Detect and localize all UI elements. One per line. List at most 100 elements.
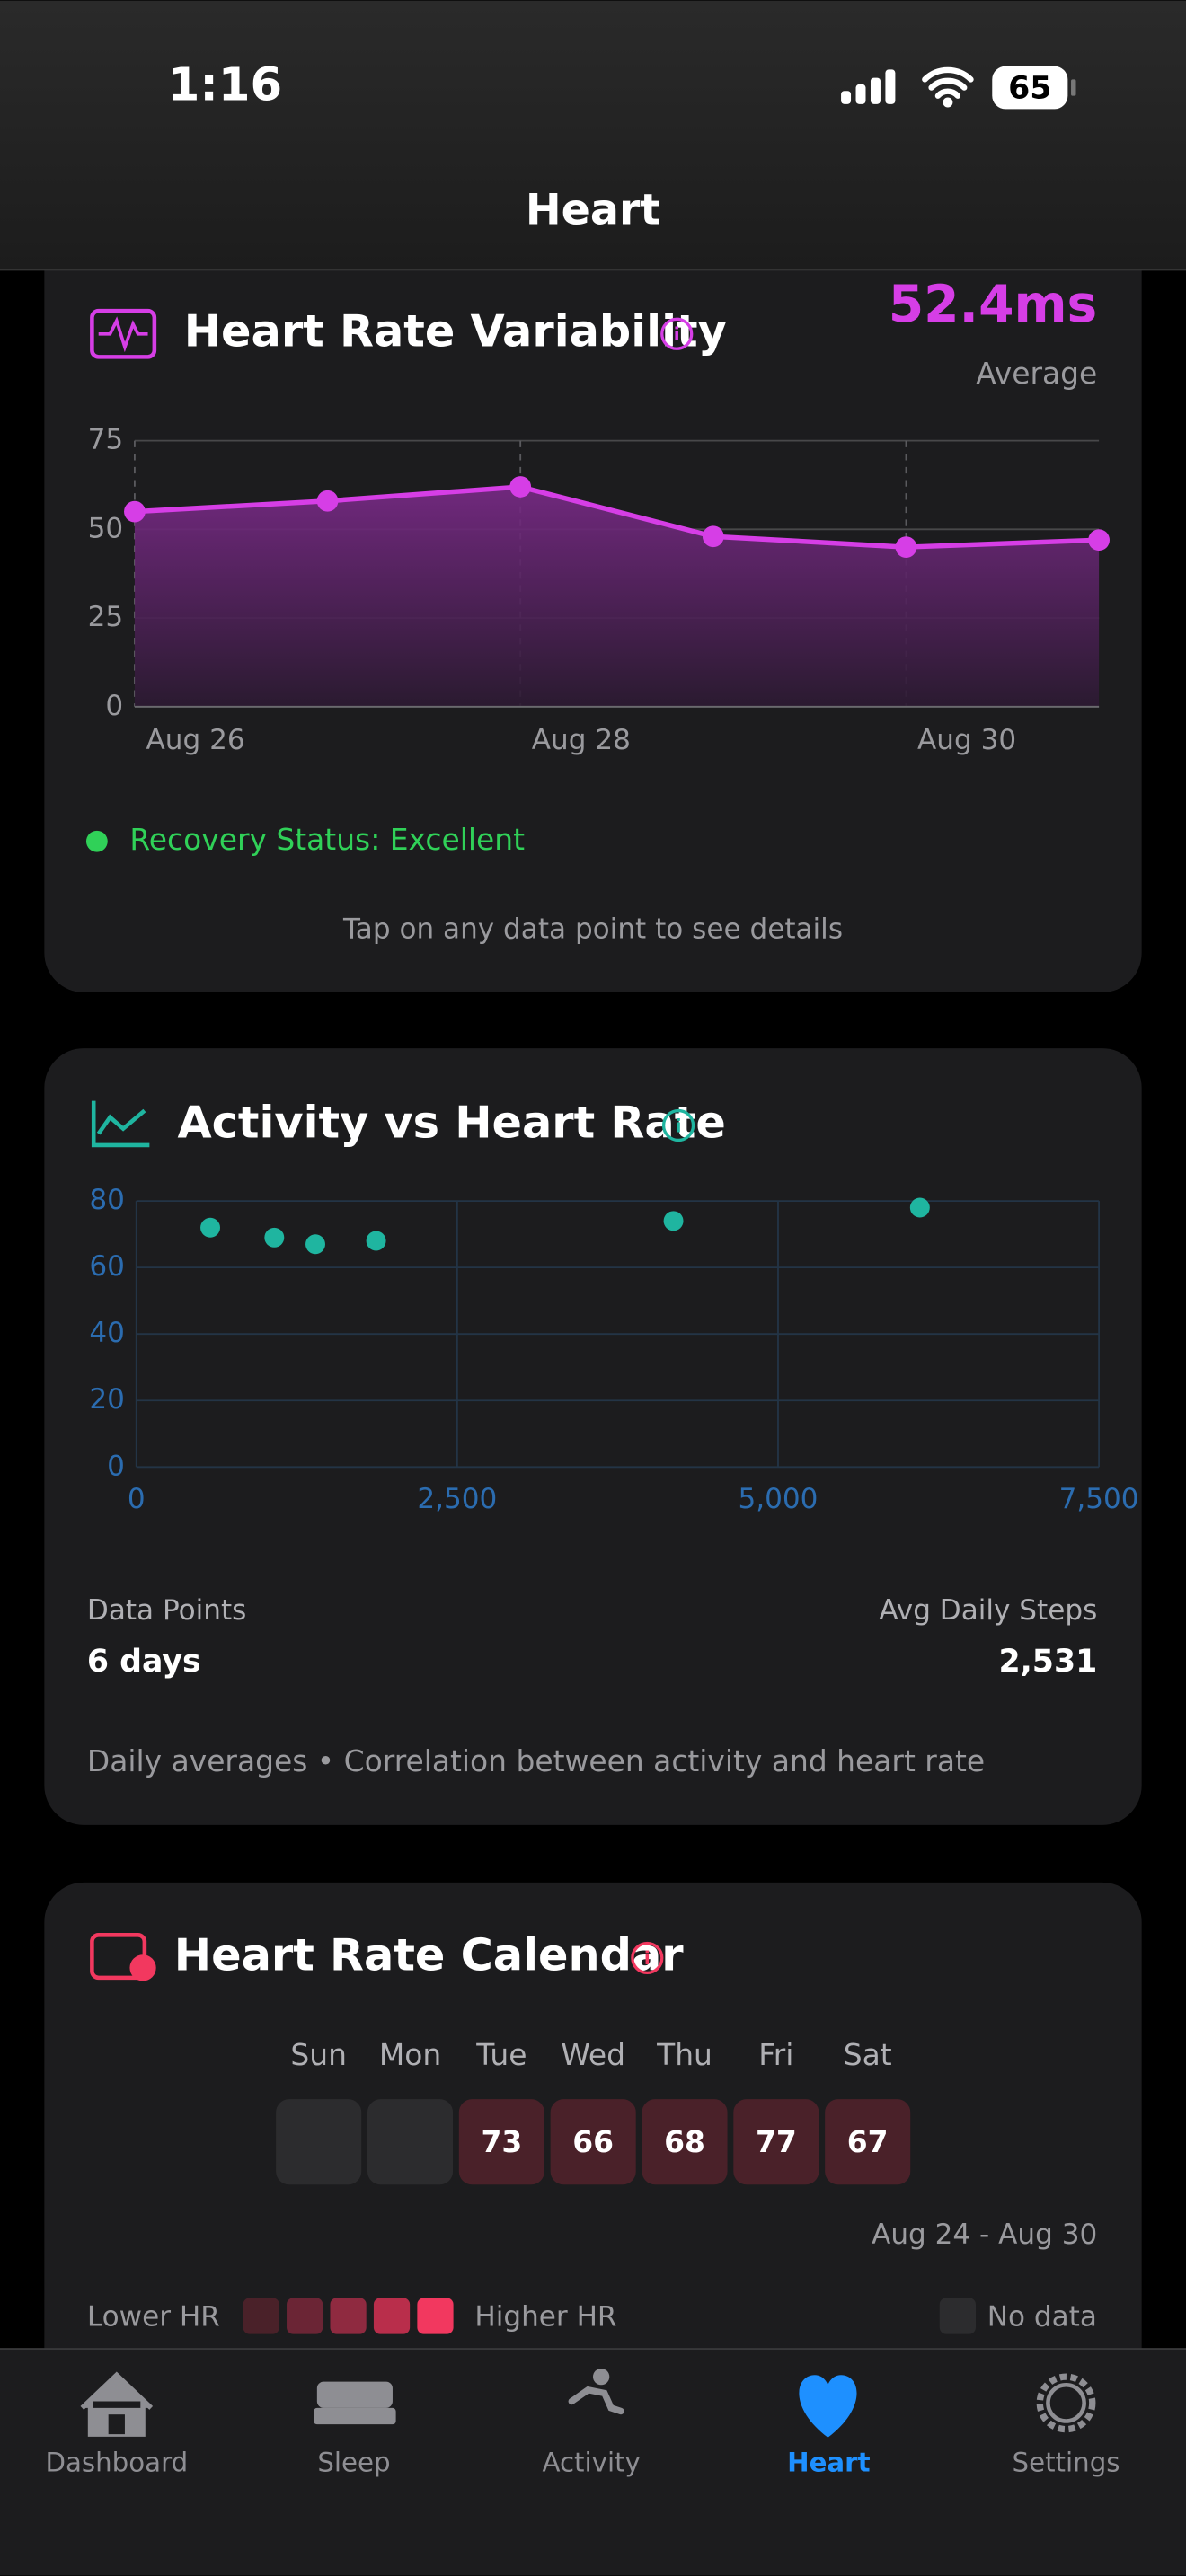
points-value: 6 days — [87, 1644, 201, 1680]
header — [0, 0, 1186, 270]
day-cell — [642, 2099, 728, 2185]
x-tick-label: 7,500 — [1059, 1483, 1139, 1515]
legend-swatch — [373, 2298, 411, 2334]
battery-level: 65 — [1008, 70, 1051, 106]
point — [366, 1231, 386, 1251]
y-tick-label: 20 — [89, 1383, 125, 1416]
day-value: 67 — [847, 2124, 889, 2159]
legend-swatch — [287, 2298, 323, 2334]
calendar-range: Aug 24 - Aug 30 — [872, 2219, 1097, 2251]
day-cell — [550, 2099, 636, 2185]
signal-icon — [841, 69, 896, 104]
tab-label[interactable]: Heart — [787, 2448, 870, 2478]
calendar-icon-clock — [129, 1954, 156, 1981]
sleep-icon-bed — [314, 2407, 396, 2425]
legend-swatch — [243, 2298, 279, 2334]
point — [200, 1217, 220, 1238]
hrv-average: 52.4ms — [889, 275, 1098, 334]
hrv-icon-wave — [98, 316, 148, 353]
day-label: Tue — [475, 2037, 527, 2072]
point — [895, 536, 917, 558]
activity-icon-axis — [91, 1100, 150, 1148]
day-label: Wed — [561, 2037, 625, 2072]
legend-high: Higher HR — [474, 2300, 616, 2333]
day-cell — [276, 2099, 362, 2185]
sleep-icon-head — [316, 2381, 393, 2408]
content: Heart Rate Variability i 52.4ms Average … — [85, 275, 1139, 2334]
info-glyph: i — [644, 1947, 651, 1969]
info-glyph: i — [674, 323, 680, 345]
day-label: Sat — [844, 2037, 892, 2072]
tab-icons — [80, 2368, 1096, 2438]
x-tick-label: Aug 26 — [146, 724, 245, 756]
legend-none: No data — [987, 2300, 1097, 2333]
dashboard-icon-door — [108, 2414, 125, 2435]
settings-icon — [1036, 2373, 1096, 2433]
day-value: 77 — [756, 2124, 797, 2159]
x-tick-label: 5,000 — [738, 1483, 818, 1515]
activity-icon-head — [593, 2368, 610, 2386]
footnote: Daily averages • Correlation between act… — [87, 1743, 985, 1778]
tab-label[interactable]: Sleep — [317, 2448, 390, 2478]
day-cell — [733, 2099, 819, 2185]
day-label: Thu — [656, 2037, 712, 2072]
point — [1088, 529, 1110, 551]
hrv-title: Heart Rate Variability — [184, 304, 727, 357]
day-value: 66 — [572, 2124, 614, 2159]
x-tick-label: Aug 30 — [917, 724, 1016, 756]
activity-icon-line — [96, 1108, 146, 1135]
tab-label[interactable]: Activity — [542, 2448, 640, 2478]
tab-label[interactable]: Settings — [1013, 2448, 1120, 2478]
x-tick-label: 2,500 — [417, 1483, 497, 1515]
point — [124, 500, 146, 523]
info-icon[interactable] — [661, 1108, 695, 1142]
y-tick-label: 25 — [88, 601, 124, 633]
heart-icon — [799, 2375, 857, 2438]
nav-title: Heart — [526, 185, 660, 234]
legend-swatch — [417, 2298, 454, 2334]
y-tick-label: 0 — [107, 1450, 125, 1482]
battery — [992, 66, 1068, 110]
point — [509, 476, 532, 498]
day-cell — [458, 2099, 544, 2185]
point — [264, 1227, 285, 1248]
point — [702, 525, 724, 548]
day-value: 68 — [664, 2124, 705, 2159]
info-glyph: i — [676, 1115, 682, 1136]
y-tick-label: 0 — [105, 690, 123, 722]
status-time: 1:16 — [168, 58, 282, 112]
y-tick-label: 60 — [89, 1250, 125, 1283]
hint: Tap on any data point to see details — [342, 913, 843, 945]
day-cell — [825, 2099, 911, 2185]
point — [663, 1211, 684, 1231]
legend-low: Lower HR — [87, 2300, 220, 2333]
calendar-title: Heart Rate Calendar — [174, 1928, 684, 1981]
point — [305, 1234, 325, 1255]
activity-icon-body — [568, 2386, 624, 2415]
activity-card — [44, 1048, 1142, 1825]
info-icon[interactable] — [631, 1941, 664, 1975]
y-tick-label: 75 — [88, 424, 124, 456]
point — [316, 490, 339, 512]
legend-swatch — [330, 2298, 367, 2334]
steps-label: Avg Daily Steps — [879, 1594, 1097, 1627]
activity-title: Activity vs Heart Rate — [177, 1097, 725, 1149]
x-tick-label: Aug 28 — [532, 724, 631, 756]
hrv-average-label: Average — [976, 356, 1097, 391]
x-tick-label: 0 — [128, 1483, 146, 1515]
info-icon[interactable] — [660, 317, 694, 350]
day-value: 73 — [481, 2124, 522, 2159]
day-cell — [367, 2099, 454, 2185]
status-dot — [85, 830, 108, 852]
y-tick-label: 50 — [88, 512, 124, 544]
settings-icon-inner — [1046, 2382, 1086, 2423]
tab-label[interactable]: Dashboard — [45, 2448, 188, 2478]
y-tick-label: 40 — [89, 1317, 125, 1349]
points-label: Data Points — [87, 1594, 246, 1627]
tab-bar — [0, 2349, 1186, 2576]
y-tick-label: 80 — [89, 1184, 125, 1216]
legend-swatch-none — [939, 2298, 976, 2334]
wifi-dot — [943, 97, 953, 108]
